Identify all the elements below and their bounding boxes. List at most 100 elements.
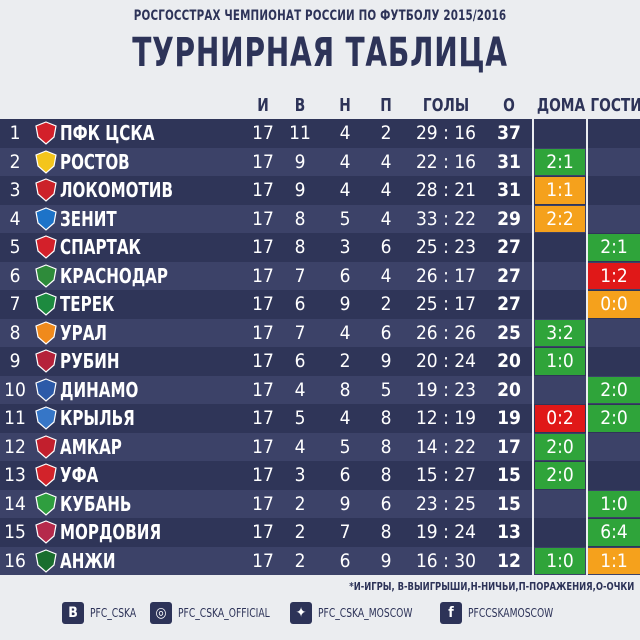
kuban-logo-icon (34, 491, 58, 516)
points: 31 (497, 150, 521, 173)
games: 17 (252, 464, 274, 486)
team-name: РУБИН (60, 349, 120, 373)
goals: 25 : 23 (415, 236, 477, 258)
social-link[interactable]: ✦ PFC_CSKA_MOSCOW (290, 600, 429, 626)
instagram-icon: ◎ (150, 602, 172, 624)
wins: 5 (294, 407, 306, 429)
away-result-cell (588, 320, 640, 347)
home-result-cell: 2:0 (535, 462, 585, 489)
position: 16 (4, 549, 26, 572)
facebook-icon: f (440, 602, 462, 624)
ural-logo-icon (34, 320, 58, 345)
draws: 7 (339, 521, 351, 543)
away-result: 0:0 (600, 293, 628, 315)
social-link[interactable]: f PFCCSKAMOSCOW (440, 600, 568, 626)
goals: 26 : 17 (415, 264, 477, 287)
subtitle: РОСГОССТРАХ ЧЕМПИОНАТ РОССИИ ПО ФУТБОЛУ … (133, 8, 507, 24)
spartak-logo-icon (34, 235, 58, 259)
table-row: 13 УФА 17 3 6 8 15 : 27 15 2:0 (0, 461, 640, 490)
away-result (588, 320, 640, 347)
draws: 4 (339, 407, 351, 429)
terek-logo-icon (34, 292, 58, 316)
games: 17 (252, 150, 274, 173)
table-row: 7 ТЕРЕК 17 6 9 2 25 : 17 27 0:0 (0, 290, 640, 319)
losses: 5 (380, 378, 392, 401)
games: 17 (252, 321, 274, 344)
team-name: КРЫЛЬЯ СОВЕТОВ (60, 406, 140, 459)
social-link[interactable]: В PFC_CSKA (62, 600, 144, 626)
goals: 23 : 25 (415, 492, 477, 515)
cska-logo-icon (34, 121, 58, 145)
table-row: 2 РОСТОВ 17 9 4 4 22 : 16 31 2:1 (0, 147, 640, 176)
team-name: АМКАР (60, 434, 122, 459)
away-result-cell: 0:0 (588, 291, 640, 318)
position: 15 (4, 521, 26, 543)
losses: 9 (380, 549, 392, 572)
page-title: ТУРНИРНАЯ ТАБЛИЦА (132, 30, 508, 76)
away-result-cell (588, 149, 640, 176)
losses: 4 (380, 207, 392, 230)
away-result-cell (588, 462, 640, 489)
position: 5 (9, 236, 21, 258)
home-result (535, 234, 585, 261)
away-result-cell: 1:0 (588, 490, 640, 517)
position: 14 (4, 492, 26, 515)
home-result: 2:0 (546, 435, 574, 458)
goals: 28 : 21 (415, 179, 477, 201)
home-result-cell: 1:0 (535, 348, 585, 375)
zenit-logo-icon (34, 206, 58, 231)
away-result: 1:2 (600, 264, 628, 287)
away-result-cell (588, 206, 640, 233)
draws: 5 (339, 207, 351, 230)
games: 17 (252, 549, 274, 572)
team-name: ЛОКОМОТИВ (60, 178, 173, 202)
table-row: 9 РУБИН 17 6 2 9 20 : 24 20 1:0 (0, 347, 640, 376)
header-goals: ГОЛЫ (422, 95, 470, 116)
draws: 2 (339, 350, 351, 372)
draws: 4 (339, 179, 351, 201)
goals: 15 : 27 (415, 464, 477, 486)
losses: 2 (380, 293, 392, 315)
games: 17 (252, 179, 274, 201)
points: 20 (497, 378, 521, 401)
away-result-cell: 1:1 (588, 547, 640, 574)
home-result-cell (535, 491, 585, 518)
points: 27 (497, 293, 521, 315)
games: 17 (252, 435, 274, 458)
games: 17 (252, 407, 274, 429)
position: 10 (4, 378, 26, 401)
away-result-cell (588, 120, 640, 147)
home-result: 2:2 (546, 207, 574, 230)
points: 19 (497, 407, 521, 429)
losses: 8 (380, 407, 392, 429)
home-result-cell (535, 263, 585, 290)
header-wins: В (294, 95, 306, 116)
rubin-logo-icon (34, 349, 58, 373)
goals: 12 : 19 (415, 407, 477, 429)
wins: 2 (294, 549, 306, 572)
wins: 11 (289, 122, 311, 144)
position: 4 (9, 207, 21, 230)
wins: 4 (294, 378, 306, 401)
away-result: 2:0 (600, 407, 628, 429)
losses: 8 (380, 464, 392, 486)
away-result: 1:0 (600, 492, 628, 515)
table-row: 6 КРАСНОДАР 17 7 6 4 26 : 17 27 1:2 (0, 261, 640, 290)
draws: 6 (339, 264, 351, 287)
header-games: И (257, 95, 269, 116)
losses: 6 (380, 236, 392, 258)
goals: 22 : 16 (415, 150, 477, 173)
vk-icon: В (62, 602, 84, 624)
krasnodar-logo-icon (34, 263, 58, 288)
draws: 4 (339, 150, 351, 173)
away-result (588, 149, 640, 176)
points: 20 (497, 350, 521, 372)
home-result (535, 519, 585, 546)
away-result-cell (588, 348, 640, 375)
position: 8 (9, 321, 21, 344)
losses: 8 (380, 435, 392, 458)
team-name: УРАЛ (60, 320, 107, 345)
home-result-cell (535, 291, 585, 318)
home-result-cell (535, 377, 585, 404)
social-link[interactable]: ◎ PFC_CSKA_OFFICIAL (150, 600, 286, 626)
